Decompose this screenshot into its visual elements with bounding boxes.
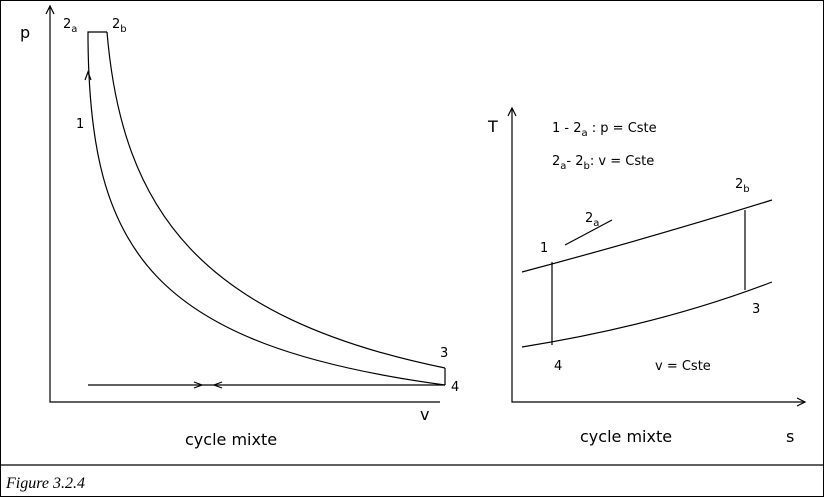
isobar bbox=[521, 199, 773, 273]
diagram-title: cycle mixte bbox=[580, 427, 672, 446]
expansion-curve bbox=[106, 31, 446, 369]
cycle-top bbox=[87, 31, 107, 40]
isochore-tangent bbox=[564, 219, 613, 246]
flow-arrow bbox=[193, 381, 204, 389]
axis-label: v bbox=[420, 405, 429, 424]
axis-label: p bbox=[20, 23, 30, 42]
point-label: 2b bbox=[112, 17, 127, 35]
axes bbox=[511, 108, 805, 403]
point-label: 3 bbox=[440, 346, 448, 361]
flow-arrow bbox=[84, 70, 92, 81]
legend-line: 1 - 2a : p = Cste bbox=[552, 121, 657, 139]
point-label: 4 bbox=[451, 380, 459, 395]
diagram-title: cycle mixte bbox=[185, 430, 277, 449]
isochore bbox=[521, 281, 773, 348]
point-label: 1 bbox=[540, 241, 548, 256]
caption: Figure 3.2.4 bbox=[5, 475, 85, 492]
legend-line: 2a- 2b: v = Cste bbox=[552, 154, 654, 172]
annotation: v = Cste bbox=[655, 359, 711, 374]
point-label: 2a bbox=[63, 17, 77, 35]
compression-curve bbox=[87, 39, 446, 386]
point-label: 4 bbox=[554, 359, 562, 374]
axes bbox=[49, 6, 440, 403]
pv-diagram: p v cycle mixte 2a 2b 1 3 4 bbox=[20, 4, 459, 449]
point-label: 1 bbox=[76, 117, 84, 132]
flow-arrow bbox=[212, 381, 223, 389]
ts-diagram: T s cycle mixte 1 - 2a : p = Cste 2a- 2b… bbox=[487, 106, 807, 446]
point-label: 2a bbox=[585, 211, 599, 229]
axis-label: T bbox=[487, 117, 498, 136]
axis-arrow bbox=[796, 397, 807, 407]
point-label: 2b bbox=[735, 177, 750, 195]
axis-label: s bbox=[786, 427, 794, 446]
point-label: 3 bbox=[752, 302, 760, 317]
